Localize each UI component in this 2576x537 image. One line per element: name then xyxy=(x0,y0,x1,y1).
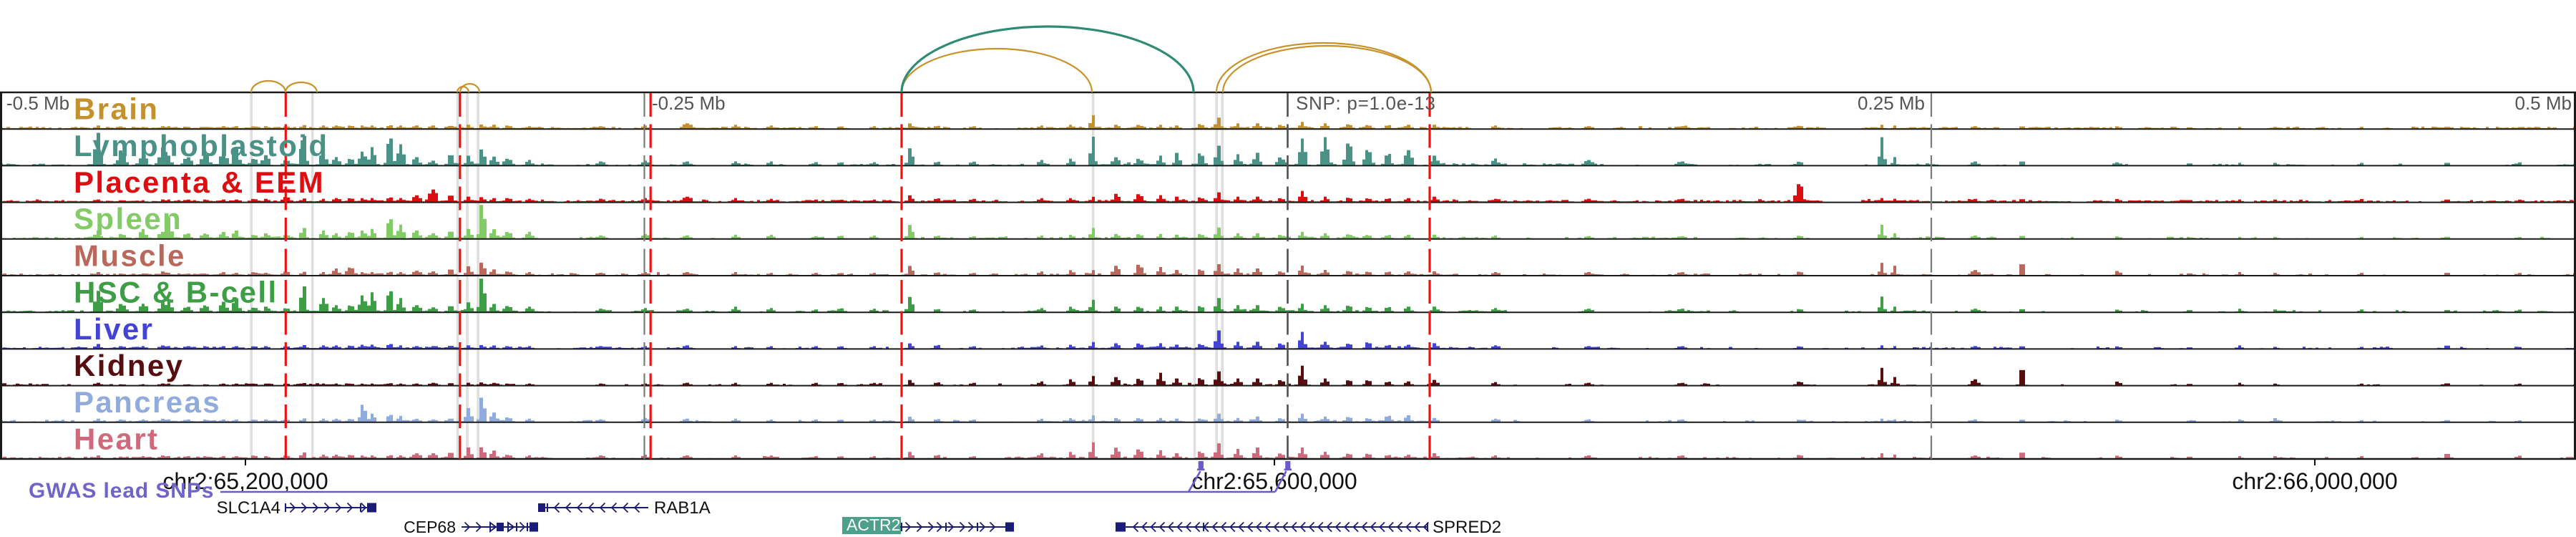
svg-text:SPRED2: SPRED2 xyxy=(1433,518,1501,537)
svg-text:-0.5 Mb: -0.5 Mb xyxy=(6,92,69,114)
svg-text:Brain: Brain xyxy=(74,92,159,126)
svg-text:chr2:65,200,000: chr2:65,200,000 xyxy=(162,468,328,494)
svg-text:CEP68: CEP68 xyxy=(404,518,456,536)
svg-text:SNP: p=1.0e-13: SNP: p=1.0e-13 xyxy=(1296,92,1436,114)
svg-text:Spleen: Spleen xyxy=(74,202,182,236)
svg-text:SLC1A4: SLC1A4 xyxy=(217,498,280,518)
svg-text:Muscle: Muscle xyxy=(74,238,186,272)
svg-text:chr2:65,600,000: chr2:65,600,000 xyxy=(1191,468,1357,494)
svg-text:GWAS lead SNPs: GWAS lead SNPs xyxy=(29,479,214,503)
svg-text:chr2:66,000,000: chr2:66,000,000 xyxy=(2232,468,2397,494)
svg-text:0.5 Mb: 0.5 Mb xyxy=(2515,92,2572,114)
svg-text:HSC & B-cell: HSC & B-cell xyxy=(74,276,278,309)
svg-text:Placenta & EEM: Placenta & EEM xyxy=(74,165,325,199)
svg-text:Lymphoblastoid: Lymphoblastoid xyxy=(74,129,328,163)
svg-text:-0.25 Mb: -0.25 Mb xyxy=(652,92,726,114)
svg-text:0.25 Mb: 0.25 Mb xyxy=(1858,92,1925,114)
svg-text:Pancreas: Pancreas xyxy=(74,385,221,419)
svg-text:Liver: Liver xyxy=(74,312,154,346)
svg-text:RAB1A: RAB1A xyxy=(654,498,711,518)
svg-text:ACTR2: ACTR2 xyxy=(847,516,900,534)
svg-text:Heart: Heart xyxy=(74,422,159,455)
svg-text:Kidney: Kidney xyxy=(74,349,184,382)
